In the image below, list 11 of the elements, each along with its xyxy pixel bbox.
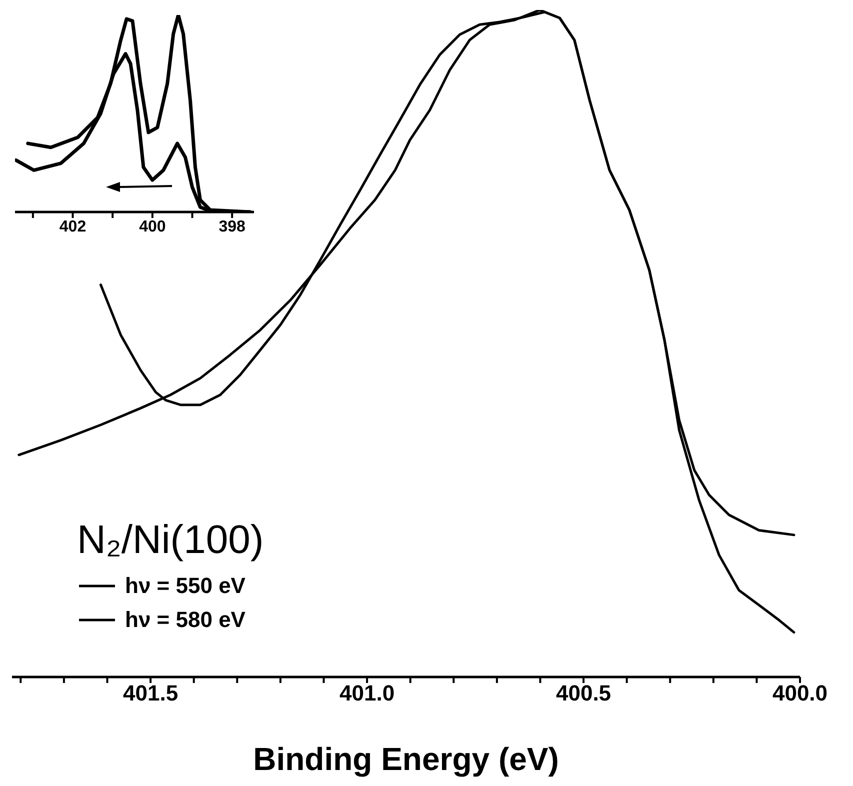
x-tick-label: 401.0 xyxy=(340,680,395,706)
legend-label: hν = 580 eV xyxy=(125,606,246,634)
legend-label: hν = 550 eV xyxy=(125,572,246,600)
x-tick-label: 402 xyxy=(59,218,86,236)
x-tick-label: 400.0 xyxy=(772,680,828,706)
x-tick-label: 401.5 xyxy=(123,680,178,706)
legend-title: N₂/Ni(100) xyxy=(77,518,264,563)
x-axis-title: Binding Energy (eV) xyxy=(253,741,559,777)
x-tick-label: 400.5 xyxy=(556,680,612,706)
x-tick-label: 398 xyxy=(218,218,246,236)
x-tick-label: 400 xyxy=(139,218,166,236)
